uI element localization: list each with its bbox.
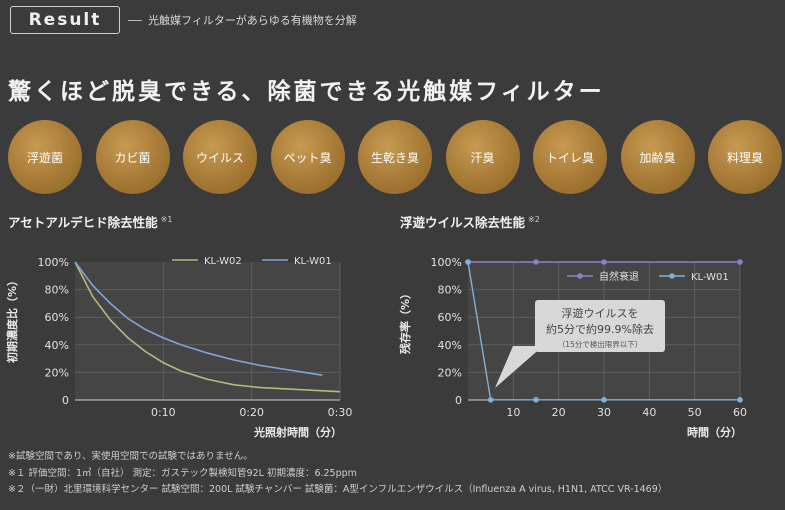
- x-tick-label: 60: [733, 406, 747, 419]
- target-circle: 加齢臭: [620, 120, 695, 194]
- legend-label: KL-W01: [294, 256, 332, 267]
- y-tick-label: 100%: [431, 256, 462, 269]
- legend-label: 自然衰退: [599, 270, 639, 283]
- y-tick-label: 20%: [438, 366, 462, 379]
- left-chart-title: アセトアルデヒド除去性能: [8, 215, 158, 230]
- series-line-KL-W01: [74, 261, 323, 376]
- annotation-box: [535, 300, 665, 352]
- data-point: [601, 259, 607, 265]
- footnote-1: ※１ 評価空間：1㎥（自社） 測定：ガステック製検知管92L 初期濃度：6.25…: [8, 468, 357, 479]
- legend-label: KL-W01: [691, 272, 729, 283]
- left-chart-title-wrap: アセトアルデヒド除去性能 ※1: [8, 212, 172, 231]
- legend-marker: [669, 273, 675, 279]
- target-circle: 浮遊菌: [8, 120, 82, 194]
- data-point: [737, 397, 743, 403]
- y-tick-label: 20%: [45, 366, 69, 379]
- annotation-line1: 浮遊ウイルスを: [562, 306, 639, 320]
- x-tick-label: 40: [642, 406, 656, 419]
- right-chart-note: ※2: [528, 214, 540, 224]
- y-tick-label: 80%: [45, 284, 69, 297]
- y-tick-label: 100%: [38, 256, 69, 269]
- annotation-line2: 約5分で約99.9%除去: [546, 322, 654, 336]
- target-circle: カビ菌: [95, 120, 170, 194]
- x-tick-label: 0:30: [328, 406, 353, 419]
- x-tick-label: 10: [506, 406, 520, 419]
- y-tick-label: 60%: [45, 311, 69, 324]
- target-circles: 浮遊菌 カビ菌 ウイルス ペット臭 生乾き臭 汗臭 トイレ臭 加齢臭 料理臭: [8, 120, 782, 198]
- x-tick-label: 30: [597, 406, 611, 419]
- right-chart-title: 浮遊ウイルス除去性能: [400, 215, 526, 230]
- left-chart-note: ※1: [160, 214, 173, 224]
- subtitle: 光触媒フィルターがあらゆる有機物を分解: [148, 14, 357, 27]
- x-tick-label: 0:10: [151, 406, 176, 419]
- y-tick-label: 80%: [438, 284, 462, 297]
- plot-area: [75, 262, 340, 400]
- footnote-2: ※２（一財）北里環境科学センター 試験空間：200L 試験チャンバー 試験菌：A…: [8, 484, 668, 495]
- series-line-KL-W02: [74, 261, 341, 393]
- target-circle: 生乾き臭: [358, 120, 432, 194]
- acetaldehyde-chart: 100% 80% 60% 40% 20% 0 0:10 0:20 0:30 KL-W02 KL-W0…: [5, 256, 353, 438]
- y-tick-label: 60%: [438, 311, 462, 324]
- x-tick-label: 50: [688, 406, 702, 419]
- target-circle: 料理臭: [708, 120, 782, 194]
- x-axis-label: 光照射時間（分）: [253, 425, 342, 438]
- target-circle: 汗臭: [445, 120, 520, 194]
- y-axis-label: 初期濃度比（%）: [5, 275, 19, 363]
- data-point: [465, 259, 471, 265]
- annotation-pointer: [495, 346, 543, 388]
- y-axis-label: 残存率（%）: [398, 288, 412, 354]
- result-badge: Result: [10, 6, 120, 34]
- data-point: [601, 397, 607, 403]
- data-point: [487, 397, 494, 403]
- y-tick-label: 0: [455, 394, 462, 407]
- headline: 驚くほど脱臭できる、除菌できる光触媒フィルター: [8, 79, 605, 105]
- target-circle: ウイルス: [183, 120, 257, 194]
- x-tick-label: 20: [552, 406, 566, 419]
- legend-label: KL-W02: [204, 256, 242, 267]
- target-circle: ペット臭: [270, 120, 345, 194]
- y-tick-label: 40%: [438, 339, 462, 352]
- footnote-0: ※試験空間であり、実使用空間での試験ではありません。: [8, 451, 253, 462]
- virus-chart: 100% 80% 60% 40% 20% 0 10 20 30 40 50 60 自然衰退 KL-W01 浮…: [398, 256, 747, 438]
- x-tick-label: 0:20: [239, 406, 264, 419]
- data-point: [533, 397, 539, 403]
- x-axis-label: 時間（分）: [687, 425, 742, 438]
- y-tick-label: 40%: [45, 339, 69, 352]
- data-point: [533, 259, 539, 265]
- annotation-line3: （15分で検出限界以下）: [558, 339, 643, 349]
- subtitle-dash: [128, 20, 142, 21]
- legend-marker: [577, 273, 583, 279]
- right-chart-title-wrap: 浮遊ウイルス除去性能 ※2: [400, 212, 540, 231]
- target-circle: トイレ臭: [533, 120, 607, 194]
- y-tick-label: 0: [62, 394, 69, 407]
- data-point: [737, 259, 743, 265]
